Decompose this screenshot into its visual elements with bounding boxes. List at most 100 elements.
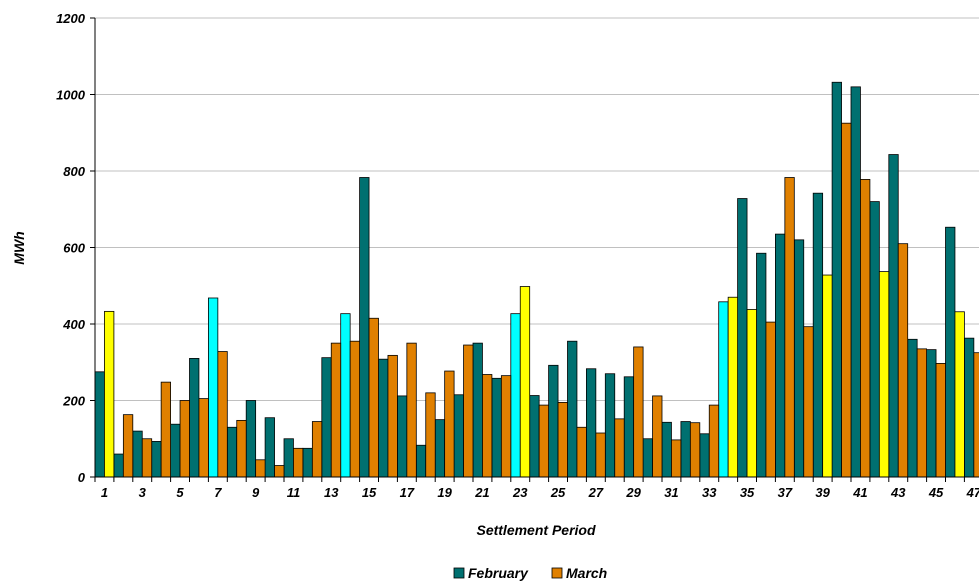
bar-february-period-38 <box>793 239 805 478</box>
bar-march-period-5 <box>179 400 190 478</box>
bar-march-period-20 <box>463 344 474 478</box>
bar-february-period-47 <box>964 337 975 478</box>
bar-march-period-13 <box>330 342 342 478</box>
y-axis-title: MWh <box>11 231 27 264</box>
x-tick-label: 15 <box>362 485 377 500</box>
x-tick-label: 13 <box>324 485 339 500</box>
x-tick-label: 37 <box>778 485 793 500</box>
bar-march-period-27 <box>595 432 606 478</box>
bar-february-period-5 <box>170 423 181 478</box>
bar-february-period-40 <box>831 81 842 478</box>
bar-february-period-42 <box>869 201 880 478</box>
bar-february-period-28 <box>604 373 616 478</box>
bar-march-period-33 <box>708 404 720 478</box>
bar-march-period-40 <box>841 122 852 478</box>
x-tick-label: 27 <box>588 485 604 500</box>
x-tick-label: 3 <box>139 485 147 500</box>
bar-february-period-8 <box>226 426 238 478</box>
x-tick-label: 43 <box>890 485 906 500</box>
bar-february-period-32 <box>680 421 691 478</box>
legend-label-february: February <box>468 565 529 581</box>
bar-february-period-20 <box>453 394 464 478</box>
x-tick-label: 31 <box>664 485 678 500</box>
bar-march-period-23 <box>519 286 531 478</box>
bar-march-period-11 <box>293 447 304 478</box>
bar-february-period-17 <box>396 395 408 478</box>
bar-february-period-18 <box>415 444 427 478</box>
bar-february-period-10 <box>264 417 275 478</box>
x-tick-label: 11 <box>287 485 301 500</box>
legend: February March <box>453 565 607 581</box>
x-tick-label: 21 <box>474 485 489 500</box>
legend-label-march: March <box>566 565 607 581</box>
bar-february-period-44 <box>907 338 918 478</box>
bar-march-period-1 <box>104 310 115 478</box>
bar-march-period-47 <box>973 352 979 478</box>
bar-march-period-35 <box>746 309 757 478</box>
bar-march-period-22 <box>500 375 512 478</box>
bar-february-period-9 <box>245 400 257 478</box>
bar-march-period-42 <box>878 271 890 478</box>
axes <box>94 18 979 482</box>
bar-march-period-3 <box>141 438 153 478</box>
bar-march-period-26 <box>576 426 587 478</box>
bar-february-period-23 <box>510 313 521 478</box>
bar-february-period-12 <box>302 447 313 478</box>
bar-february-period-33 <box>699 433 710 478</box>
x-tick-label: 25 <box>550 485 566 500</box>
bar-march-period-16 <box>387 354 398 478</box>
y-tick-label: 1200 <box>56 11 86 26</box>
y-tick-label: 0 <box>78 470 86 485</box>
y-tick-label: 200 <box>62 394 85 409</box>
legend-swatch-march <box>551 567 563 579</box>
bar-february-period-35 <box>737 198 748 478</box>
bar-march-period-30 <box>652 395 663 478</box>
bar-march-period-45 <box>935 362 946 478</box>
x-tick-label: 19 <box>437 485 452 500</box>
bar-march-period-19 <box>444 370 455 478</box>
bar-march-period-44 <box>916 348 928 478</box>
bar-march-period-2 <box>122 414 134 478</box>
bar-march-period-32 <box>689 422 701 478</box>
bar-march-period-17 <box>406 342 417 478</box>
x-tick-label: 1 <box>101 485 108 500</box>
x-tick-label: 7 <box>214 485 222 500</box>
bar-march-period-25 <box>557 402 568 478</box>
bar-march-period-39 <box>822 274 833 478</box>
bar-february-period-16 <box>378 358 389 478</box>
bar-february-period-2 <box>113 453 124 478</box>
x-tick-label: 23 <box>512 485 528 500</box>
bar-march-period-36 <box>765 321 776 478</box>
bar-february-period-13 <box>321 357 332 478</box>
bar-march-period-31 <box>671 439 682 478</box>
bar-march-period-10 <box>274 465 285 478</box>
x-tick-label: 17 <box>400 485 415 500</box>
bar-february-period-37 <box>775 233 786 478</box>
bar-february-period-26 <box>567 340 578 478</box>
bar-march-period-15 <box>368 317 379 478</box>
bar-february-period-27 <box>586 368 597 478</box>
bar-february-period-3 <box>132 430 143 478</box>
x-tick-label: 47 <box>966 485 979 500</box>
bar-february-period-41 <box>850 86 861 478</box>
bar-february-period-39 <box>812 192 824 478</box>
bar-march-period-12 <box>311 421 323 478</box>
bar-march-period-38 <box>803 326 814 478</box>
bar-march-period-4 <box>160 381 171 478</box>
x-tick-label: 33 <box>702 485 717 500</box>
bar-february-period-11 <box>283 438 294 478</box>
bar-march-period-6 <box>198 398 209 478</box>
x-tick-labels: 1 3 5 7 9 11 13 15 17 19 21 23 25 27 29 31 33 35 37 39 41 43 4… <box>101 485 979 500</box>
bar-february-period-7 <box>207 297 219 478</box>
x-axis-title: Settlement Period <box>476 522 595 538</box>
bar-february-period-6 <box>189 358 200 478</box>
bar-march-period-7 <box>217 351 228 478</box>
bar-march-period-41 <box>860 179 871 478</box>
bar-february-period-15 <box>359 177 370 478</box>
bar-february-period-25 <box>548 364 559 478</box>
bar-february-period-14 <box>340 313 351 478</box>
x-tick-label: 41 <box>852 485 867 500</box>
bar-march-period-28 <box>614 418 625 478</box>
x-tick-label: 29 <box>625 485 641 500</box>
x-tick-label: 9 <box>252 485 260 500</box>
